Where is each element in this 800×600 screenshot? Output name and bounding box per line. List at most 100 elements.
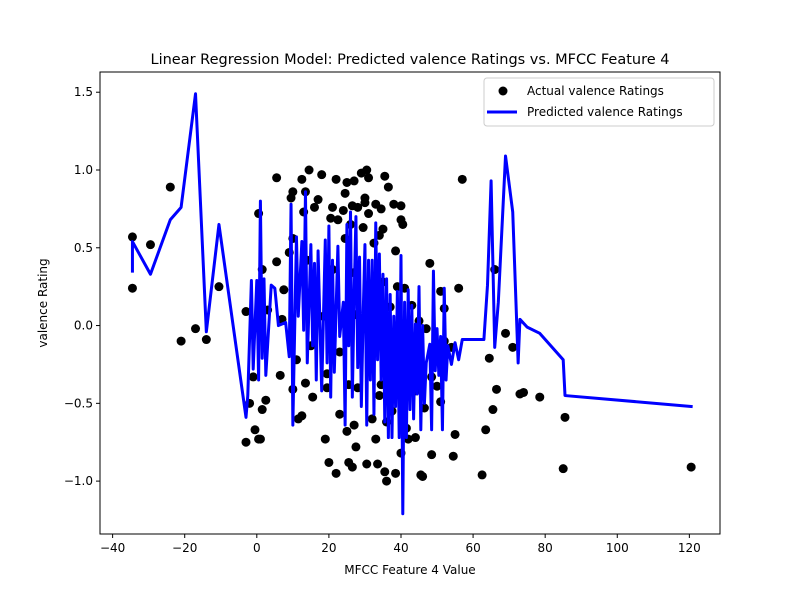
actual-point-16 bbox=[261, 395, 271, 405]
actual-point-86 bbox=[371, 434, 381, 444]
actual-point-135 bbox=[477, 470, 487, 480]
actual-point-58 bbox=[340, 188, 350, 198]
actual-point-89 bbox=[374, 391, 384, 401]
y-tick-label: 0.5 bbox=[74, 241, 93, 255]
legend-label-actual: Actual valence Ratings bbox=[527, 84, 664, 98]
actual-point-95 bbox=[380, 467, 390, 477]
y-tick-label: 1.0 bbox=[74, 163, 93, 177]
actual-point-49 bbox=[326, 213, 336, 223]
actual-point-54 bbox=[333, 215, 343, 225]
actual-point-142 bbox=[508, 342, 518, 352]
actual-point-48 bbox=[324, 457, 334, 467]
y-axis-label: valence Rating bbox=[36, 258, 50, 347]
actual-point-109 bbox=[398, 219, 408, 229]
x-axis-ticks: −40 −20 0 20 40 60 80 100 120 bbox=[100, 534, 701, 555]
actual-point-56 bbox=[335, 409, 345, 419]
actual-point-5 bbox=[191, 324, 201, 334]
actual-point-141 bbox=[501, 328, 511, 338]
actual-point-52 bbox=[331, 174, 341, 184]
actual-point-92 bbox=[378, 224, 388, 234]
actual-point-7 bbox=[214, 282, 224, 292]
actual-point-136 bbox=[481, 425, 491, 435]
actual-point-37 bbox=[304, 165, 314, 175]
actual-point-6 bbox=[201, 335, 211, 345]
actual-point-140 bbox=[492, 384, 502, 394]
chart-title: Linear Regression Model: Predicted valen… bbox=[150, 52, 669, 68]
actual-point-61 bbox=[342, 426, 352, 436]
actual-point-4 bbox=[176, 336, 186, 346]
actual-point-81 bbox=[364, 173, 374, 183]
x-tick-label: 120 bbox=[678, 541, 701, 555]
x-tick-label: 40 bbox=[393, 541, 408, 555]
legend-box bbox=[483, 77, 715, 127]
actual-point-125 bbox=[432, 381, 442, 391]
y-axis-ticks: −1.0 −0.5 0.0 0.5 1.0 1.5 bbox=[64, 85, 100, 488]
actual-point-79 bbox=[362, 459, 372, 469]
actual-point-145 bbox=[535, 392, 545, 402]
actual-point-147 bbox=[560, 412, 570, 422]
x-tick-label: 20 bbox=[321, 541, 336, 555]
y-tick-label: 1.5 bbox=[74, 85, 93, 99]
actual-point-22 bbox=[275, 370, 285, 380]
actual-point-40 bbox=[308, 392, 318, 402]
legend: Actual valence Ratings Predicted valence… bbox=[483, 77, 715, 127]
actual-point-60 bbox=[342, 177, 352, 187]
actual-point-102 bbox=[391, 246, 401, 256]
actual-point-80 bbox=[364, 209, 374, 219]
actual-point-20 bbox=[272, 173, 282, 183]
actual-point-3 bbox=[165, 182, 175, 192]
actual-point-124 bbox=[427, 450, 437, 460]
actual-point-148 bbox=[686, 462, 696, 472]
actual-point-9 bbox=[241, 437, 251, 447]
actual-point-15 bbox=[257, 405, 267, 415]
actual-point-26 bbox=[288, 187, 298, 197]
y-tick-label: −1.0 bbox=[64, 474, 93, 488]
actual-point-98 bbox=[383, 182, 393, 192]
actual-point-11 bbox=[248, 372, 258, 382]
predicted-line bbox=[130, 92, 693, 516]
actual-point-115 bbox=[410, 433, 420, 443]
actual-point-146 bbox=[558, 464, 568, 474]
actual-point-53 bbox=[331, 468, 341, 478]
actual-point-83 bbox=[367, 414, 377, 424]
x-axis-label: MFCC Feature 4 Value bbox=[344, 563, 475, 577]
actual-point-78 bbox=[362, 165, 372, 175]
legend-scatter-marker bbox=[498, 86, 508, 96]
actual-point-132 bbox=[450, 429, 460, 439]
actual-point-90 bbox=[376, 204, 386, 214]
actual-point-122 bbox=[425, 258, 435, 268]
actual-point-119 bbox=[418, 471, 428, 481]
actual-point-138 bbox=[488, 405, 498, 415]
actual-point-43 bbox=[317, 170, 327, 180]
actual-point-14 bbox=[255, 434, 265, 444]
actual-point-97 bbox=[382, 476, 392, 486]
actual-point-41 bbox=[309, 202, 319, 212]
y-tick-label: 0.0 bbox=[74, 319, 93, 333]
actual-point-55 bbox=[335, 347, 345, 357]
actual-point-75 bbox=[358, 223, 368, 233]
x-tick-label: −20 bbox=[172, 541, 197, 555]
actual-point-94 bbox=[380, 171, 390, 181]
actual-point-137 bbox=[484, 353, 494, 363]
actual-point-103 bbox=[391, 468, 401, 478]
actual-point-0 bbox=[127, 232, 137, 242]
x-tick-label: −40 bbox=[100, 541, 125, 555]
actual-point-33 bbox=[297, 174, 307, 184]
y-tick-label: −0.5 bbox=[64, 396, 93, 410]
x-tick-label: 0 bbox=[253, 541, 261, 555]
x-tick-label: 100 bbox=[606, 541, 629, 555]
actual-point-38 bbox=[300, 378, 310, 388]
actual-point-77 bbox=[360, 193, 370, 203]
actual-point-42 bbox=[313, 195, 323, 205]
actual-point-1 bbox=[127, 283, 137, 293]
actual-point-57 bbox=[338, 205, 348, 215]
actual-point-67 bbox=[349, 176, 359, 186]
actual-point-134 bbox=[457, 174, 467, 184]
actual-point-69 bbox=[349, 420, 359, 430]
actual-point-21 bbox=[272, 257, 282, 267]
actual-point-2 bbox=[145, 240, 155, 250]
legend-label-predicted: Predicted valence Ratings bbox=[527, 105, 683, 119]
actual-point-8 bbox=[241, 307, 251, 317]
actual-point-107 bbox=[396, 201, 406, 211]
x-tick-label: 60 bbox=[465, 541, 480, 555]
